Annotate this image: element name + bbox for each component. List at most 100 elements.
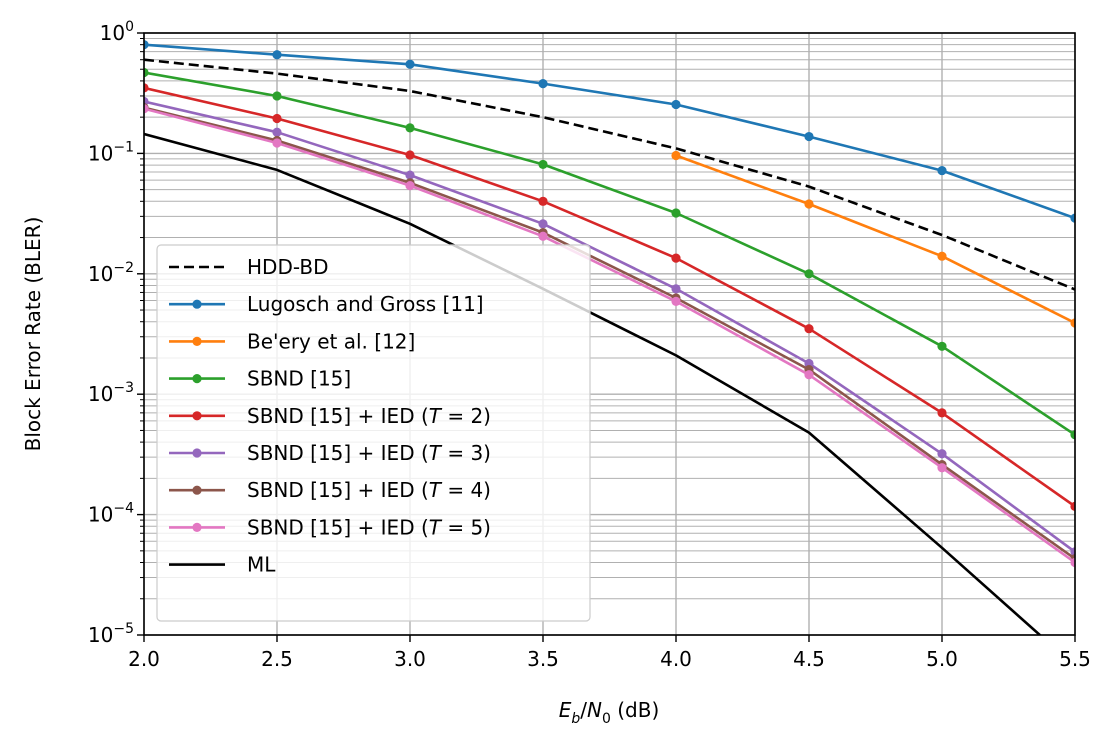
data-point [272,50,282,60]
data-point [144,83,149,93]
series-layer [144,40,1075,635]
data-point [405,170,415,180]
x-tick-label: 4.0 [660,647,692,671]
data-point [1070,547,1075,557]
series-line-sbnd-15-ied-t-3 [144,100,1075,553]
data-point [937,449,947,459]
data-point [804,199,814,209]
series-line-sbnd-15-ied-t-5 [144,107,1075,564]
data-point [272,127,282,137]
data-point [937,408,947,418]
x-tick-label: 3.0 [394,647,426,671]
series-line-lugosch-and-gross-11 [144,43,1075,220]
legend-marker [192,299,202,309]
data-point [405,59,415,69]
data-point [937,341,947,351]
series-line-sbnd-15-ied-t-2 [144,86,1075,508]
legend-entry-ml: ML [169,553,276,577]
legend-entry-sbnd-15-ied-t-2: SBND [15] + IED (T = 2) [169,404,491,428]
y-axis-label: Block Error Rate (BLER) [21,217,45,452]
legend-label: SBND [15] + IED (T = 3) [247,441,491,465]
x-axis-label-zero: 0 [602,711,611,727]
series-line-sbnd-15-ied-t-4 [144,106,1075,560]
legend-entry-sbnd-15-ied-t-3: SBND [15] + IED (T = 3) [169,441,491,465]
data-point [1070,213,1075,223]
x-axis-label-b: b [571,711,580,727]
data-point [671,253,681,263]
legend-marker [192,374,202,384]
series-ml [144,132,1042,635]
series-sbnd-15-ied-t-5 [144,104,1075,568]
data-point [937,463,947,473]
legend-label: ML [247,553,276,577]
series-line-sbnd-15 [144,71,1075,436]
series-line-be-ery-et-al-12 [675,154,1075,325]
x-tick-label: 5.5 [1059,647,1091,671]
data-point [538,78,548,89]
data-point [671,296,681,306]
series-sbnd-15 [144,67,1075,440]
data-point [1070,318,1075,328]
y-tick-label: 10−4 [88,501,134,527]
data-point [804,370,814,380]
data-point [272,113,282,124]
data-point [804,269,814,279]
x-axis-label: Eb/N0 (dB) [559,698,660,727]
data-point [538,219,548,229]
plot-frame [143,32,1076,636]
data-point [671,284,681,294]
legend-marker [192,485,202,495]
legend-entry-sbnd-15-ied-t-4: SBND [15] + IED (T = 4) [169,478,491,502]
legend-label: Lugosch and Gross [11] [247,292,484,316]
data-point [937,251,947,261]
series-hdd-bd [144,58,1075,291]
data-point [405,123,415,133]
legend-entry-lugosch-and-gross-11: Lugosch and Gross [11] [169,292,484,316]
legend-entry-hdd-bd: HDD-BD [169,255,328,279]
x-axis-label-slash: / [580,698,587,722]
data-point [144,40,149,50]
data-point [144,67,149,78]
y-tick-label: 10−3 [88,380,134,406]
legend-label: SBND [15] + IED (T = 5) [247,515,491,539]
series-sbnd-15-ied-t-2 [144,83,1075,511]
data-point [804,324,814,334]
data-point [272,138,282,148]
series-line-hdd-bd [144,58,1075,291]
x-tick-label: 2.5 [261,647,293,671]
legend-entry-sbnd-15-ied-t-5: SBND [15] + IED (T = 5) [169,515,491,539]
data-point [405,150,415,160]
legend-box [156,244,591,622]
data-point [1070,430,1075,440]
x-tick-label: 3.5 [527,647,559,671]
data-point [804,131,814,142]
data-point [144,104,149,114]
legend-marker [192,448,202,458]
x-axis-label-e: E [559,698,572,722]
legend-marker [192,522,202,533]
legend-marker [192,336,202,346]
data-point [671,150,681,161]
data-point [538,159,548,170]
legend-label: HDD-BD [247,255,328,279]
data-point [937,165,947,176]
data-point [671,208,681,218]
legend-label: SBND [15] + IED (T = 4) [247,478,491,502]
x-axis-label-unit: (dB) [611,698,659,722]
axis-ticks: 2.0 2.5 3.0 3.5 4.0 4.5 5.0 5.5 100 10−1 10−2 10−3 1… [88,19,1091,671]
x-axis-label-n: N [587,698,602,722]
data-point [1070,501,1075,511]
data-point [1070,557,1075,568]
y-tick-label: 10−1 [88,139,134,165]
legend-label: Be'ery et al. [12] [247,329,415,353]
x-tick-label: 4.5 [793,647,825,671]
series-lugosch-and-gross-11 [144,40,1075,223]
legend-marker [192,411,202,421]
y-tick-label: 10−5 [88,621,134,647]
legend-entry-be-ery-et-al-12: Be'ery et al. [12] [169,329,415,353]
legend-label: SBND [15] + IED (T = 2) [247,404,491,428]
series-line-ml [144,132,1042,635]
data-point [272,91,282,101]
data-point [671,99,681,110]
